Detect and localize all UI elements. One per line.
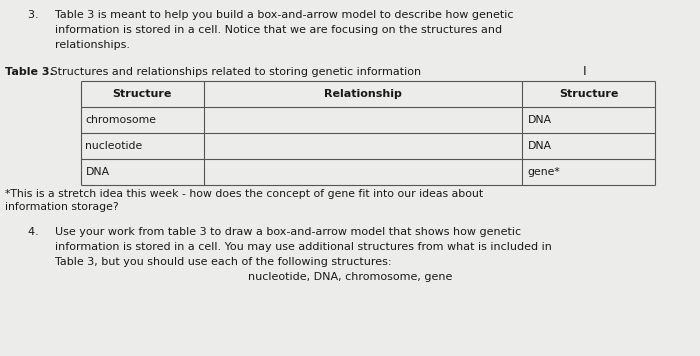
Text: information is stored in a cell. Notice that we are focusing on the structures a: information is stored in a cell. Notice … xyxy=(55,25,502,35)
Text: information is stored in a cell. You may use additional structures from what is : information is stored in a cell. You may… xyxy=(55,242,552,252)
Text: Table 3.: Table 3. xyxy=(5,67,54,77)
Text: I: I xyxy=(582,65,587,78)
Text: relationships.: relationships. xyxy=(55,40,130,50)
Text: Table 3, but you should use each of the following structures:: Table 3, but you should use each of the … xyxy=(55,257,391,267)
Text: Structure: Structure xyxy=(559,89,618,99)
Text: 3.: 3. xyxy=(28,10,46,20)
Text: DNA: DNA xyxy=(85,167,110,177)
Text: DNA: DNA xyxy=(528,141,552,151)
Text: information storage?: information storage? xyxy=(5,202,118,212)
Text: DNA: DNA xyxy=(528,115,552,125)
Text: *This is a stretch idea this week - how does the concept of gene fit into our id: *This is a stretch idea this week - how … xyxy=(5,189,483,199)
Text: chromosome: chromosome xyxy=(85,115,157,125)
Text: Relationship: Relationship xyxy=(324,89,402,99)
Text: Use your work from table 3 to draw a box-and-arrow model that shows how genetic: Use your work from table 3 to draw a box… xyxy=(55,227,521,237)
Text: nucleotide, DNA, chromosome, gene: nucleotide, DNA, chromosome, gene xyxy=(248,272,452,282)
Text: nucleotide: nucleotide xyxy=(85,141,143,151)
Text: gene*: gene* xyxy=(528,167,560,177)
Text: 4.: 4. xyxy=(28,227,46,237)
Text: Structure: Structure xyxy=(113,89,172,99)
Text: Structures and relationships related to storing genetic information: Structures and relationships related to … xyxy=(47,67,421,77)
Text: Table 3 is meant to help you build a box-and-arrow model to describe how genetic: Table 3 is meant to help you build a box… xyxy=(55,10,514,20)
